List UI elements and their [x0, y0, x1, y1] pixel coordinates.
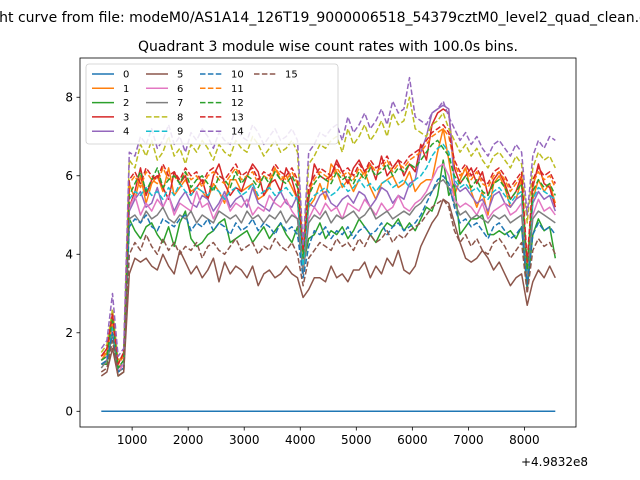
x-tick-label: 1000 [117, 433, 148, 447]
series-line-11 [100, 127, 556, 365]
y-tick-label: 4 [65, 247, 73, 261]
legend-label: 4 [123, 127, 129, 138]
series-line-9 [100, 143, 556, 369]
legend-label: 5 [177, 70, 183, 81]
x-tick-label: 2000 [173, 433, 204, 447]
y-tick-label: 0 [65, 404, 73, 418]
legend-label: 11 [231, 84, 244, 95]
legend-label: 14 [231, 127, 244, 138]
chart-title: Quadrant 3 module wise count rates with … [138, 39, 518, 55]
x-axis-offset-label: +4.9832e8 [521, 455, 588, 469]
legend-label: 15 [285, 70, 298, 81]
legend-label: 13 [231, 112, 244, 123]
legend-label: 10 [231, 70, 244, 81]
legend-box [85, 63, 339, 145]
legend-label: 3 [123, 112, 129, 123]
y-tick-label: 2 [65, 326, 73, 340]
legend-label: 7 [177, 98, 183, 109]
legend-label: 6 [177, 84, 183, 95]
x-tick-label: 5000 [341, 433, 372, 447]
y-tick-label: 8 [65, 90, 73, 104]
axes-frame [79, 57, 577, 428]
legend-label: 1 [123, 84, 129, 95]
axes: 1000 2000 3000 4000 5000 6000 7000 8000 0 2 4 6 8 [65, 57, 577, 447]
x-tick-label: 3000 [229, 433, 260, 447]
series-line-6 [100, 163, 556, 373]
series-line-4 [100, 104, 557, 369]
legend-label: 12 [231, 98, 244, 109]
series-line-7 [100, 178, 556, 373]
series-line-5 [100, 198, 556, 377]
legend-label: 8 [177, 112, 183, 123]
x-tick-label: 7000 [453, 433, 484, 447]
figure-suptitle: Light curve from file: modeM0/AS1A14_126… [0, 10, 640, 26]
legend-label: 2 [123, 98, 129, 109]
series-line-15 [100, 198, 556, 377]
series-line-13 [100, 123, 556, 365]
x-tick-label: 6000 [397, 433, 428, 447]
x-tick-label: 8000 [509, 433, 540, 447]
y-tick-label: 6 [65, 169, 73, 183]
series-line-12 [100, 139, 556, 369]
x-tick-label: 4000 [285, 433, 316, 447]
legend-label: 0 [123, 70, 129, 81]
series-line-10 [100, 175, 556, 373]
legend-label: 9 [177, 127, 183, 138]
